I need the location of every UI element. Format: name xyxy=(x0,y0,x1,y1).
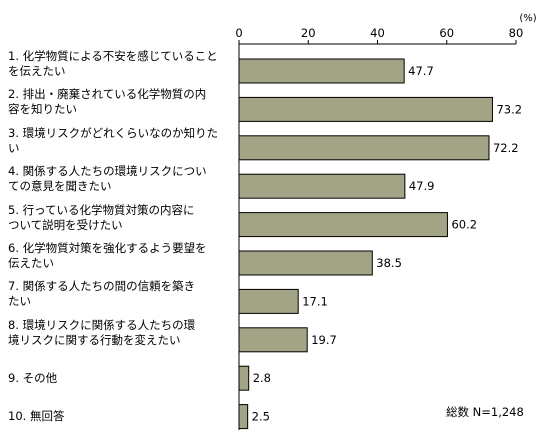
x-tick-label: 80 xyxy=(509,26,524,40)
category-label: 1. 化学物質による不安を感じていること を伝えたい xyxy=(8,49,218,78)
x-tick-label: 40 xyxy=(370,26,385,40)
x-tick-label: 0 xyxy=(235,26,242,40)
bar xyxy=(238,96,493,122)
category-label: 2. 排出・廃棄されている化学物質の内 容を知りたい xyxy=(8,87,207,117)
bar-layer xyxy=(238,58,493,430)
data-label: 73.2 xyxy=(496,102,522,116)
category-label: 3. 環境リスクがどれくらいなのか知りた い xyxy=(8,125,219,155)
unit-label: (%) xyxy=(519,13,536,24)
bar xyxy=(238,250,373,276)
value-label-layer: 47.7 73.2 72.2 47.9 60.2 38.5 17.1 19.7 2.8 2.5 xyxy=(252,64,522,424)
category-label: 6. 化学物質対策を強化するよう要望を 伝えたい xyxy=(8,241,207,270)
data-label: 60.2 xyxy=(451,218,477,232)
data-label: 19.7 xyxy=(311,333,337,347)
data-label: 38.5 xyxy=(376,256,402,270)
bar xyxy=(238,135,490,161)
bar xyxy=(238,365,250,391)
bar xyxy=(238,404,249,430)
data-label: 47.7 xyxy=(408,64,434,78)
category-label: 5. 行っている化学物質対策の内容に ついて説明を受けたい xyxy=(8,202,195,232)
data-label: 2.8 xyxy=(253,371,271,385)
category-label: 4. 関係する人たちの環境リスクについ ての意見を聞きたい xyxy=(8,164,207,194)
category-label: 10. 無回答 xyxy=(8,409,65,424)
bar xyxy=(238,288,299,314)
category-label: 7. 関係する人たちの間の信頼を築き たい xyxy=(8,279,196,309)
bar xyxy=(238,58,405,84)
category-label: 8. 環境リスクに関係する人たちの環 境リスクに関する行動を変えたい xyxy=(8,317,196,347)
bar xyxy=(238,173,406,199)
data-label: 2.5 xyxy=(252,410,270,424)
data-label: 17.1 xyxy=(302,294,328,308)
bar xyxy=(238,327,308,353)
x-tick-label: 20 xyxy=(301,26,316,40)
total-note: 総数 N=1,248 xyxy=(446,405,524,419)
category-label: 9. その他 xyxy=(8,370,58,385)
data-label: 47.9 xyxy=(409,179,435,193)
x-tick-label: 60 xyxy=(439,26,454,40)
data-label: 72.2 xyxy=(493,141,519,155)
bar xyxy=(238,212,448,238)
